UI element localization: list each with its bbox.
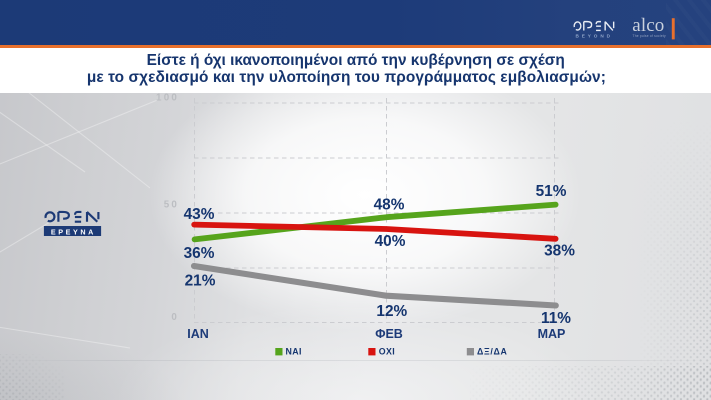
svg-text:36%: 36% — [184, 245, 215, 262]
svg-text:12%: 12% — [376, 303, 407, 320]
svg-text:ΕΡΕΥΝΑ: ΕΡΕΥΝΑ — [51, 227, 96, 236]
svg-text:40%: 40% — [375, 233, 406, 250]
svg-text:ΟΧΙ: ΟΧΙ — [379, 346, 395, 356]
svg-text:alco: alco — [632, 15, 664, 36]
svg-text:ΦΕΒ: ΦΕΒ — [375, 327, 403, 341]
svg-text:50: 50 — [164, 200, 179, 211]
svg-text:38%: 38% — [544, 243, 575, 260]
svg-text:ΝΑΙ: ΝΑΙ — [286, 346, 302, 356]
svg-text:ΙΑΝ: ΙΑΝ — [187, 327, 209, 341]
svg-text:0: 0 — [171, 312, 179, 323]
svg-text:21%: 21% — [185, 273, 216, 290]
svg-text:BEYOND: BEYOND — [575, 34, 612, 39]
svg-text:100: 100 — [156, 93, 179, 104]
svg-text:ΜΑΡ: ΜΑΡ — [538, 327, 566, 341]
svg-text:51%: 51% — [536, 183, 567, 200]
svg-text:ΔΞ/ΔΑ: ΔΞ/ΔΑ — [477, 346, 508, 356]
svg-text:11%: 11% — [541, 310, 571, 327]
svg-text:με το σχεδιασμό και την υλοποί: με το σχεδιασμό και την υλοποίηση του πρ… — [87, 69, 606, 86]
svg-text:Είστε ή όχι ικανοποιημένοι από: Είστε ή όχι ικανοποιημένοι από την κυβέρ… — [147, 52, 565, 69]
svg-text:48%: 48% — [374, 197, 405, 214]
svg-text:The pulse of society: The pulse of society — [633, 34, 666, 38]
svg-text:43%: 43% — [184, 206, 215, 223]
